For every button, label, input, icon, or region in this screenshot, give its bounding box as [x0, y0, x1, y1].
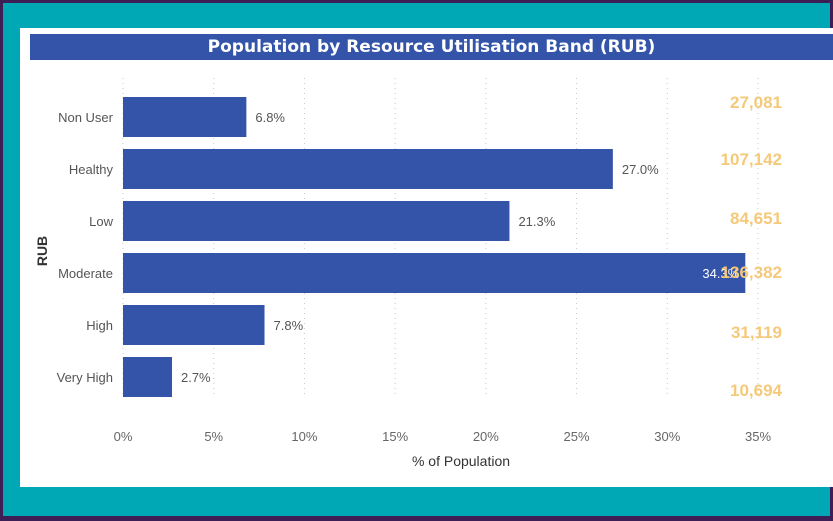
data-label: 21.3% — [518, 214, 555, 229]
y-axis-title: RUB — [34, 236, 50, 266]
bar — [123, 149, 613, 189]
chart-panel: Population by Resource Utilisation Band … — [20, 28, 833, 487]
data-label: 27.0% — [622, 162, 659, 177]
category-label: Moderate — [58, 266, 113, 281]
x-tick-label: 5% — [204, 429, 223, 444]
chart-title: Population by Resource Utilisation Band … — [30, 34, 833, 60]
category-label: Very High — [57, 370, 113, 385]
count-label: 31,119 — [731, 323, 782, 342]
bar — [123, 253, 746, 293]
x-tick-label: 20% — [473, 429, 499, 444]
x-tick-label: 30% — [654, 429, 680, 444]
bar — [123, 97, 247, 137]
data-label: 2.7% — [181, 370, 211, 385]
x-tick-label: 25% — [564, 429, 590, 444]
data-label: 7.8% — [274, 318, 304, 333]
count-label: 10,694 — [730, 381, 783, 400]
category-label: Low — [89, 214, 113, 229]
data-label: 34.3% — [702, 266, 739, 281]
count-label: 107,142 — [721, 150, 782, 169]
count-label: 84,651 — [730, 209, 782, 228]
x-tick-label: 35% — [745, 429, 771, 444]
x-tick-label: 15% — [382, 429, 408, 444]
bar-chart: 0% 5% 10% 15% 20% 25% 30% 35% % of Population RUB… — [34, 78, 783, 469]
category-label: Healthy — [69, 162, 114, 177]
category-label: High — [86, 318, 113, 333]
bar — [123, 201, 510, 241]
bar — [123, 305, 265, 345]
bar — [123, 357, 172, 397]
x-tick-label: 0% — [114, 429, 133, 444]
count-label: 27,081 — [730, 93, 782, 112]
x-tick-label: 10% — [291, 429, 317, 444]
category-label: Non User — [58, 110, 114, 125]
data-label: 6.8% — [255, 110, 285, 125]
count-label: 136,382 — [721, 263, 782, 282]
x-axis-title: % of Population — [412, 453, 510, 469]
